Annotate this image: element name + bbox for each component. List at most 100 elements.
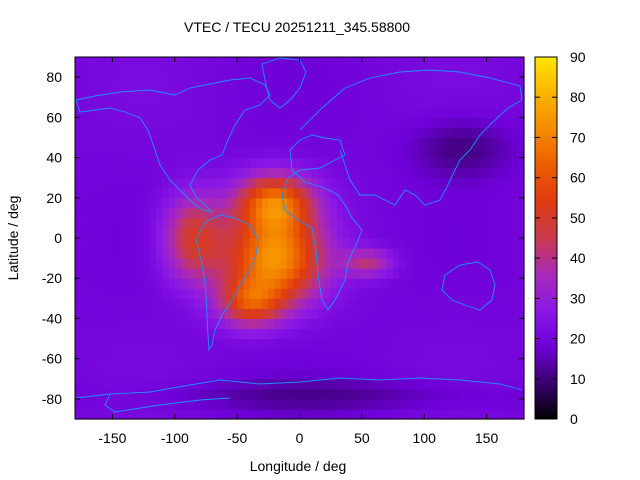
- heatmap-cell: [224, 378, 232, 390]
- heatmap-cell: [305, 197, 313, 209]
- heatmap-cell: [143, 308, 151, 320]
- heatmap-cell: [417, 87, 425, 98]
- heatmap-cell: [330, 268, 338, 279]
- heatmap-cell: [143, 248, 151, 259]
- heatmap-cell: [262, 308, 269, 320]
- heatmap-cell: [492, 408, 500, 420]
- heatmap-cell: [374, 288, 382, 299]
- heatmap-cell: [81, 318, 89, 330]
- heatmap-cell: [349, 368, 357, 380]
- heatmap-cell: [455, 378, 463, 390]
- heatmap-cell: [393, 117, 400, 128]
- heatmap-cell: [181, 378, 188, 390]
- heatmap-cell: [386, 147, 394, 159]
- heatmap-cell: [455, 348, 463, 360]
- heatmap-cell: [268, 207, 276, 219]
- heatmap-cell: [268, 368, 276, 380]
- heatmap-cell: [156, 238, 163, 249]
- heatmap-cell: [355, 318, 363, 330]
- heatmap-cell: [255, 107, 263, 118]
- heatmap-cell: [517, 137, 525, 149]
- heatmap-cell: [411, 217, 419, 229]
- heatmap-cell: [393, 97, 400, 108]
- heatmap-cell: [112, 197, 120, 209]
- heatmap-cell: [467, 298, 475, 309]
- heatmap-cell: [99, 167, 107, 179]
- heatmap-cell: [168, 187, 176, 199]
- heatmap-cell: [299, 97, 307, 108]
- heatmap-cell: [99, 298, 107, 309]
- heatmap-cell: [511, 137, 519, 149]
- heatmap-cell: [274, 57, 282, 68]
- heatmap-cell: [87, 217, 95, 229]
- heatmap-cell: [361, 288, 369, 299]
- heatmap-cell: [99, 117, 107, 128]
- heatmap-cell: [181, 77, 188, 88]
- heatmap-cell: [442, 147, 450, 159]
- heatmap-cell: [118, 147, 126, 159]
- heatmap-cell: [349, 308, 357, 320]
- heatmap-cell: [324, 217, 332, 229]
- heatmap-cell: [492, 87, 500, 98]
- heatmap-cell: [499, 298, 506, 309]
- heatmap-cell: [336, 207, 344, 219]
- heatmap-cell: [393, 177, 400, 189]
- heatmap-cell: [380, 67, 388, 78]
- heatmap-cell: [305, 147, 313, 159]
- heatmap-cell: [393, 167, 400, 179]
- heatmap-cell: [75, 177, 82, 189]
- heatmap-cell: [181, 217, 188, 229]
- heatmap-cell: [442, 278, 450, 289]
- heatmap-cell: [81, 87, 89, 98]
- heatmap-cell: [75, 217, 82, 229]
- heatmap-cell: [305, 338, 313, 350]
- heatmap-cell: [417, 67, 425, 78]
- colorbar-frame: [534, 56, 558, 420]
- heatmap-cell: [324, 77, 332, 88]
- heatmap-cell: [399, 348, 407, 360]
- heatmap-cell: [355, 338, 363, 350]
- heatmap-cell: [187, 217, 195, 229]
- heatmap-cell: [255, 288, 263, 299]
- heatmap-cell: [311, 167, 319, 179]
- heatmap-cell: [324, 137, 332, 149]
- heatmap-cell: [224, 197, 232, 209]
- heatmap-cell: [205, 117, 213, 128]
- heatmap-cell: [343, 227, 350, 239]
- heatmap-cell: [486, 107, 494, 118]
- heatmap-cell: [224, 238, 232, 249]
- heatmap-cell: [205, 288, 213, 299]
- heatmap-cell: [305, 288, 313, 299]
- heatmap-cell: [181, 157, 188, 169]
- heatmap-cell: [237, 217, 244, 229]
- heatmap-cell: [156, 398, 163, 410]
- heatmap-cell: [237, 298, 244, 309]
- heatmap-cell: [449, 348, 457, 360]
- heatmap-cell: [318, 398, 326, 410]
- heatmap-cell: [511, 217, 519, 229]
- heatmap-cell: [430, 238, 438, 249]
- heatmap-cell: [93, 217, 101, 229]
- heatmap-cell: [237, 268, 244, 279]
- heatmap-cell: [505, 378, 513, 390]
- heatmap-cell: [374, 57, 382, 68]
- heatmap-cell: [93, 167, 101, 179]
- heatmap-cell: [106, 308, 114, 320]
- heatmap-cell: [349, 268, 357, 279]
- heatmap-cell: [449, 167, 457, 179]
- heatmap-cell: [218, 157, 226, 169]
- heatmap-cell: [262, 278, 269, 289]
- heatmap-cell: [480, 187, 488, 199]
- heatmap-cell: [474, 378, 481, 390]
- heatmap-cell: [349, 227, 357, 239]
- heatmap-cell: [349, 57, 357, 68]
- heatmap-cell: [455, 117, 463, 128]
- heatmap-cell: [505, 137, 513, 149]
- heatmap-cell: [131, 358, 138, 370]
- heatmap-cell: [430, 388, 438, 400]
- heatmap-cell: [249, 147, 257, 159]
- heatmap-cell: [368, 67, 375, 78]
- heatmap-cell: [174, 137, 182, 149]
- heatmap-cell: [324, 298, 332, 309]
- heatmap-cell: [237, 147, 244, 159]
